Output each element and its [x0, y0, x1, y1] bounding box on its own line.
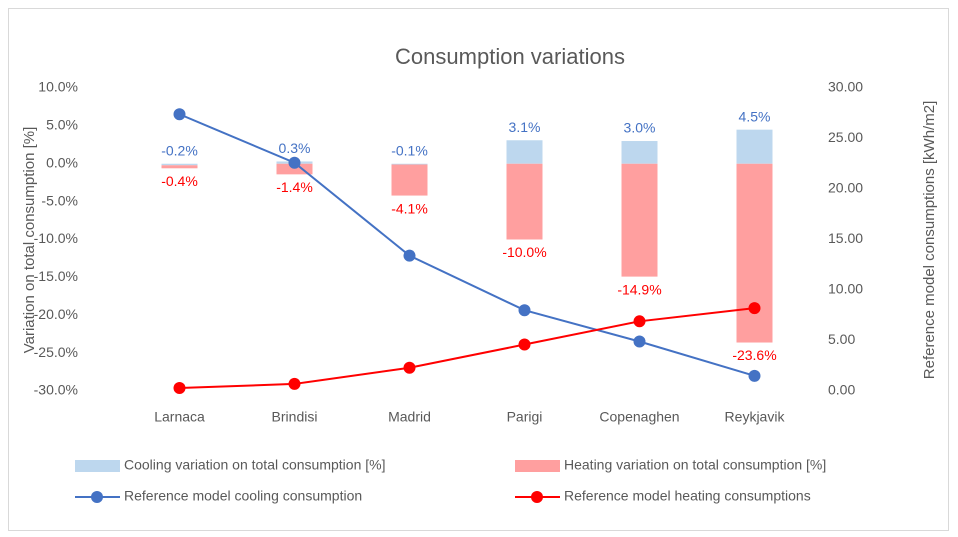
- y2-tick-label: 25.00: [828, 129, 863, 145]
- line-marker: [748, 302, 761, 315]
- y2-tick-label: 20.00: [828, 180, 863, 196]
- line-marker: [288, 156, 301, 169]
- y-tick-label: 10.0%: [38, 79, 78, 95]
- data-label: 3.0%: [624, 120, 656, 136]
- x-tick-label: Copenaghen: [599, 409, 679, 425]
- bar: [276, 163, 313, 175]
- bar: [161, 163, 198, 166]
- y-tick-label: -10.0%: [34, 230, 78, 246]
- line-marker: [403, 361, 416, 374]
- y2-tick-label: 10.00: [828, 281, 863, 297]
- y-tick-label: -15.0%: [34, 268, 78, 284]
- bar: [161, 165, 198, 169]
- y2-tick-label: 0.00: [828, 382, 855, 398]
- y2-tick-label: 15.00: [828, 230, 863, 246]
- y-tick-label: 0.0%: [46, 154, 78, 170]
- y2-tick-label: 5.00: [828, 331, 855, 347]
- data-label: -0.4%: [161, 173, 198, 189]
- line-marker: [173, 381, 186, 394]
- legend-label: Heating variation on total consumption […: [564, 457, 826, 473]
- legend-swatch: [531, 491, 543, 503]
- y-tick-label: -25.0%: [34, 344, 78, 360]
- line: [179, 113, 755, 377]
- data-label: 3.1%: [509, 119, 541, 135]
- line-marker: [518, 304, 531, 317]
- line: [179, 307, 755, 389]
- data-label: 4.5%: [739, 108, 771, 124]
- legend-swatch: [75, 460, 120, 472]
- legend-swatch: [515, 460, 560, 472]
- y-tick-label: -20.0%: [34, 306, 78, 322]
- legend-label: Reference model cooling consumption: [124, 488, 362, 504]
- chart-border: [8, 8, 949, 531]
- y-tick-label: 5.0%: [46, 117, 78, 133]
- data-label: 0.3%: [279, 140, 311, 156]
- bar: [736, 129, 773, 164]
- line-marker: [403, 249, 416, 262]
- data-label: -0.1%: [391, 142, 428, 158]
- data-label: -14.9%: [617, 281, 661, 297]
- y-tick-label: -5.0%: [41, 192, 78, 208]
- data-label: -1.4%: [276, 179, 313, 195]
- x-tick-label: Madrid: [388, 409, 431, 425]
- data-label: -0.2%: [161, 142, 198, 158]
- legend-swatch: [91, 491, 103, 503]
- bar: [621, 163, 658, 277]
- line-marker: [288, 377, 301, 390]
- line-marker: [748, 369, 761, 382]
- bar: [506, 163, 543, 240]
- y2-axis-title: Reference model consumptions [kWh/m2]: [921, 101, 938, 379]
- line-marker: [633, 335, 646, 348]
- x-tick-label: Reykjavik: [725, 409, 786, 425]
- bar: [506, 140, 543, 164]
- chart-title: Consumption variations: [395, 44, 625, 69]
- legend-label: Reference model heating consumptions: [564, 488, 811, 504]
- x-tick-label: Parigi: [507, 409, 543, 425]
- x-tick-label: Larnaca: [154, 409, 205, 425]
- line-marker: [173, 108, 186, 121]
- bar: [736, 163, 773, 343]
- data-label: -4.1%: [391, 200, 428, 216]
- legend-label: Cooling variation on total consumption […: [124, 457, 385, 473]
- bar: [621, 141, 658, 164]
- data-label: -10.0%: [502, 244, 546, 260]
- y-axis-title: Variation on total consumption [%]: [21, 127, 38, 354]
- x-tick-label: Brindisi: [272, 409, 318, 425]
- data-label: -23.6%: [732, 347, 776, 363]
- bar: [391, 164, 428, 196]
- y-tick-label: -30.0%: [34, 382, 78, 398]
- line-marker: [518, 338, 531, 351]
- line-marker: [633, 315, 646, 328]
- y2-tick-label: 30.00: [828, 79, 863, 95]
- bar: [391, 163, 428, 165]
